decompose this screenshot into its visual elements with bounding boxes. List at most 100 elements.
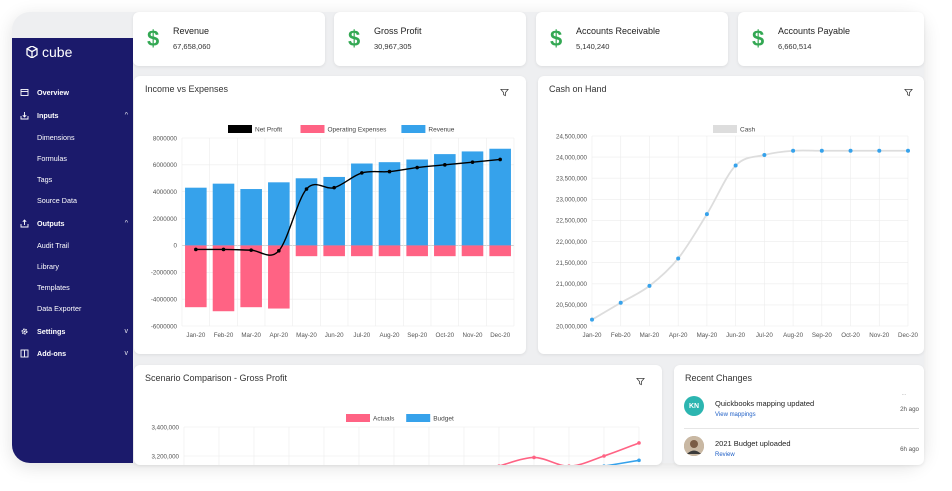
scenario-comparison-chart: 3,400,000 3,200,000 Actuals Budget <box>151 414 641 465</box>
chevron-icon[interactable]: v <box>124 327 129 335</box>
revenue-bar <box>378 162 401 246</box>
sidebar-item-overview[interactable]: Overview <box>12 84 133 100</box>
revenue-bar <box>434 154 456 246</box>
sidebar-item-label: Formulas <box>37 153 67 163</box>
cash-point <box>877 148 882 153</box>
x-tick-label: May-20 <box>697 332 718 339</box>
x-tick-label: Oct-20 <box>841 332 860 339</box>
legend-swatch <box>300 125 325 133</box>
expense-bar <box>489 245 511 257</box>
revenue-bar <box>489 148 511 246</box>
sidebar: cube Overview Inputs ^ Dimensions Formulas Ta… <box>12 38 133 463</box>
x-tick-label: Dec-20 <box>898 332 919 339</box>
series-point <box>602 464 606 465</box>
sidebar-item-label: Outputs <box>37 218 65 228</box>
list-item[interactable]: 2021 Budget uploaded Review 6h ago <box>684 434 919 465</box>
series-point <box>637 441 641 445</box>
change-action-link[interactable]: Review <box>715 452 735 458</box>
addons-icon <box>20 349 29 357</box>
sidebar-item-audit-trail[interactable]: Audit Trail <box>12 237 133 253</box>
kpi-card-revenue[interactable]: $ Revenue 67,658,060 <box>133 12 325 66</box>
change-time: 2h ago <box>900 406 919 413</box>
x-tick-label: Jan-20 <box>583 332 602 339</box>
y-tick-label: 21,000,000 <box>556 281 588 288</box>
sidebar-item-label: Templates <box>37 282 70 292</box>
sidebar-item-label: Inputs <box>37 110 59 120</box>
sidebar-item-formulas[interactable]: Formulas <box>12 150 133 166</box>
x-tick-label: Jul-20 <box>353 332 370 339</box>
change-time: 6h ago <box>900 446 919 453</box>
filter-icon[interactable] <box>500 88 509 97</box>
expense-bar <box>434 245 456 257</box>
y-tick-label: 21,500,000 <box>556 260 588 267</box>
y-tick-label: 23,000,000 <box>556 197 588 204</box>
y-tick-label: 8000000 <box>153 135 178 142</box>
net-profit-point <box>221 247 226 252</box>
sidebar-item-library[interactable]: Library <box>12 258 133 274</box>
kpi-card-accounts-receivable[interactable]: $ Accounts Receivable 5,140,240 <box>536 12 728 66</box>
revenue-bar <box>185 187 207 246</box>
legend-swatch <box>713 125 737 133</box>
sidebar-item-label: Add-ons <box>37 348 67 358</box>
more-marker[interactable]: ... <box>901 391 906 397</box>
card-title: Income vs Expenses <box>145 84 229 94</box>
sidebar-item-outputs[interactable]: Outputs ^ <box>12 215 133 231</box>
revenue-bar <box>323 176 345 246</box>
logo[interactable]: cube <box>26 44 72 60</box>
series-point <box>532 455 536 460</box>
y-tick-label: 0 <box>174 243 178 250</box>
y-tick-label: 24,000,000 <box>556 154 588 161</box>
kpi-title: Accounts Receivable <box>576 26 661 36</box>
sidebar-item-inputs[interactable]: Inputs ^ <box>12 107 133 123</box>
expense-bar <box>240 245 262 308</box>
sidebar-item-label: Overview <box>37 87 69 97</box>
y-tick-label: -6000000 <box>151 323 178 330</box>
y-tick-label: 20,500,000 <box>556 302 588 309</box>
sidebar-item-tags[interactable]: Tags <box>12 171 133 187</box>
legend-swatch <box>406 414 431 422</box>
kpi-card-gross-profit[interactable]: $ Gross Profit 30,967,305 <box>334 12 526 66</box>
y-tick-label: 3,200,000 <box>151 453 179 460</box>
dollar-icon: $ <box>147 26 160 51</box>
sidebar-item-data-exporter[interactable]: Data Exporter <box>12 300 133 316</box>
kpi-card-accounts-payable[interactable]: $ Accounts Payable 6,660,514 <box>738 12 924 66</box>
sidebar-item-add-ons[interactable]: Add-ons v <box>12 345 133 361</box>
cash-line <box>591 149 908 321</box>
x-tick-label: Oct-20 <box>436 332 455 339</box>
series-point <box>602 454 606 458</box>
chevron-icon[interactable]: ^ <box>124 111 128 119</box>
change-action-link[interactable]: View mappings <box>715 412 756 418</box>
y-tick-label: -4000000 <box>151 296 178 303</box>
income-vs-expenses-chart: 8000000 6000000 4000000 2000000 0 -2000000 -40… <box>151 125 515 339</box>
x-tick-label: Dec-20 <box>490 332 511 339</box>
series-point <box>567 464 571 465</box>
divider <box>684 428 919 429</box>
kpi-value: 5,140,240 <box>576 42 610 51</box>
sidebar-item-source-data[interactable]: Source Data <box>12 192 133 208</box>
revenue-bar <box>461 151 484 246</box>
kpi-value: 67,658,060 <box>173 42 211 51</box>
sidebar-item-settings[interactable]: Settings v <box>12 323 133 339</box>
y-tick-label: 23,500,000 <box>556 176 588 183</box>
sidebar-item-dimensions[interactable]: Dimensions <box>12 129 133 145</box>
kpi-title: Accounts Payable <box>778 26 851 36</box>
sidebar-item-templates[interactable]: Templates <box>12 279 133 295</box>
x-tick-label: Mar-20 <box>640 332 660 339</box>
filter-icon[interactable] <box>904 88 913 97</box>
y-tick-label: 22,500,000 <box>556 218 588 225</box>
chevron-icon[interactable]: ^ <box>124 219 128 227</box>
sidebar-item-label: Data Exporter <box>37 303 82 313</box>
change-text: Quickbooks mapping updated <box>715 399 815 408</box>
list-item[interactable]: KN Quickbooks mapping updated View mappi… <box>684 394 919 428</box>
net-profit-point <box>332 185 336 190</box>
expense-bar <box>295 245 318 257</box>
change-text: 2021 Budget uploaded <box>715 439 791 448</box>
chevron-icon[interactable]: v <box>124 349 129 357</box>
filter-icon[interactable] <box>636 377 645 386</box>
kpi-title: Gross Profit <box>374 26 422 36</box>
revenue-bar <box>406 159 428 246</box>
revenue-bar <box>212 183 235 246</box>
kpi-value: 30,967,305 <box>374 42 412 51</box>
x-tick-label: Jun-20 <box>325 332 344 339</box>
series-line <box>500 442 640 465</box>
